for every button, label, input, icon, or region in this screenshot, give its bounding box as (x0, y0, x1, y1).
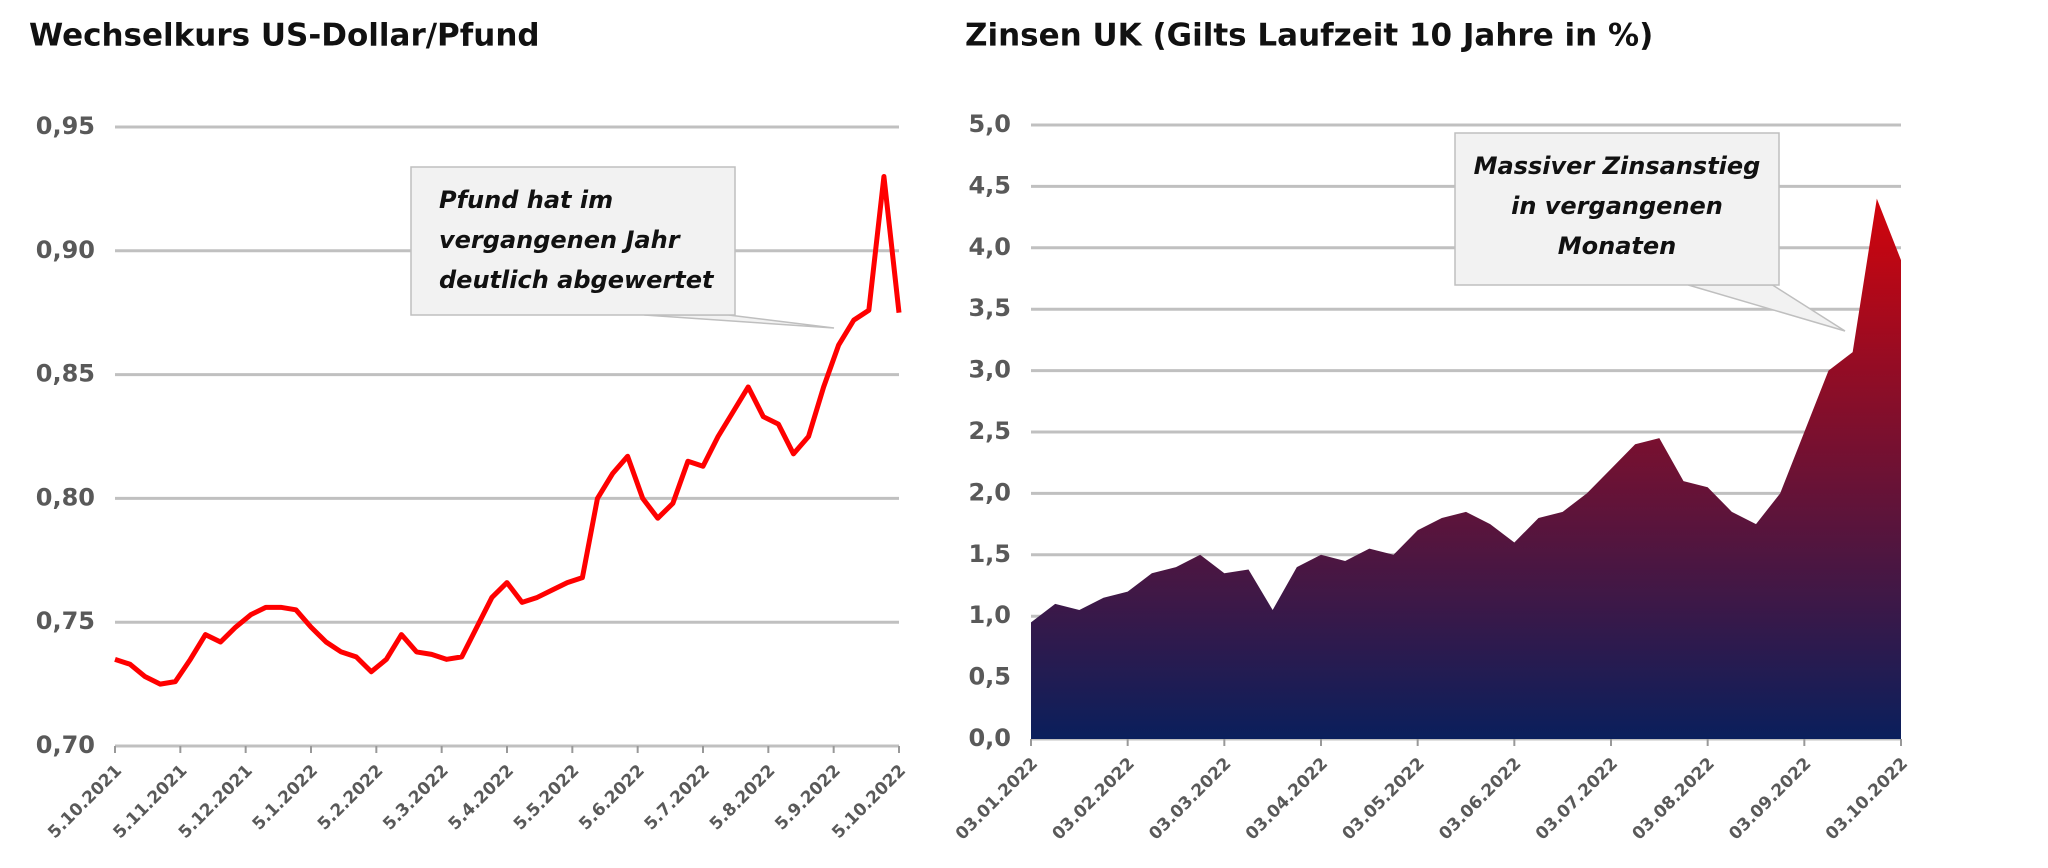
callout-pointer (644, 314, 835, 329)
chart-title: Wechselkurs US-Dollar/Pfund (29, 18, 540, 54)
x-tick-label: 5.2.2022 (314, 761, 387, 834)
x-tick-label: 5.3.2022 (379, 761, 452, 834)
y-tick-label: 4,5 (968, 171, 1011, 199)
x-tick-label: 5.1.2022 (249, 761, 322, 834)
chart-title: Zinsen UK (Gilts Laufzeit 10 Jahre in %) (965, 18, 1653, 54)
x-tick-label: 5.8.2022 (706, 761, 779, 834)
y-tick-label: 0,85 (36, 360, 95, 388)
y-tick-label: 4,0 (968, 233, 1011, 261)
x-tick-label: 03.08.2022 (1629, 754, 1719, 844)
y-tick-label: 5,0 (968, 110, 1011, 138)
y-tick-label: 0,90 (36, 236, 95, 264)
callout-box (410, 166, 736, 316)
x-tick-label: 5.4.2022 (445, 761, 518, 834)
y-tick-label: 0,80 (36, 483, 95, 511)
x-tick-label: 03.02.2022 (1049, 754, 1139, 844)
y-tick-label: 1,0 (968, 601, 1011, 629)
y-tick-label: 1,5 (968, 540, 1011, 568)
y-tick-label: 0,95 (36, 112, 95, 140)
x-tick-label: 5.5.2022 (510, 761, 583, 834)
annotation: in vergangenen (1511, 192, 1723, 220)
line (114, 174, 902, 687)
x-tick-label: 03.05.2022 (1339, 754, 1429, 844)
x-tick-label: 5.6.2022 (575, 761, 648, 834)
y-tick-label: 3,0 (968, 356, 1011, 384)
area (1031, 198, 1901, 739)
annotation: Pfund hat im (439, 186, 613, 214)
annotation: Monaten (1558, 232, 1677, 260)
x-tick-label: 03.07.2022 (1532, 754, 1622, 844)
x-tick-label: 03.01.2022 (952, 754, 1042, 844)
y-tick-label: 0,0 (968, 724, 1011, 752)
y-tick-label: 3,5 (968, 294, 1011, 322)
x-tick-label: 03.04.2022 (1242, 754, 1332, 844)
x-tick-label: 03.06.2022 (1435, 754, 1525, 844)
annotation: vergangenen Jahr (439, 226, 682, 254)
annotation: Massiver Zinsanstieg (1474, 152, 1761, 180)
x-tick-label: 03.10.2022 (1822, 754, 1912, 844)
annotation: deutlich abgewertet (439, 266, 715, 294)
x-tick-label: 5.7.2022 (641, 761, 714, 834)
callout-box (1454, 132, 1780, 286)
y-tick-label: 0,5 (968, 663, 1011, 691)
y-tick-label: 2,5 (968, 417, 1011, 445)
y-tick-label: 2,0 (968, 478, 1011, 506)
x-tick-label: 03.03.2022 (1145, 754, 1235, 844)
y-tick-label: 0,75 (36, 607, 95, 635)
x-tick-label: 03.09.2022 (1725, 754, 1815, 844)
y-tick-label: 0,70 (36, 731, 95, 759)
